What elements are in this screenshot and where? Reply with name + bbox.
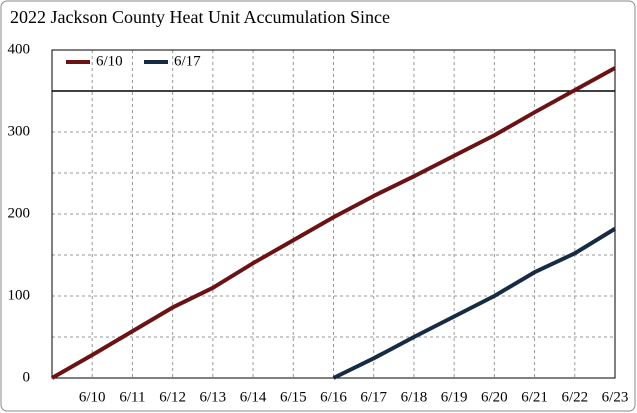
x-tick-label: 6/13 <box>200 389 227 405</box>
x-tick-label: 6/21 <box>521 389 548 405</box>
x-tick-label: 6/11 <box>119 389 145 405</box>
chart-title: 2022 Jackson County Heat Unit Accumulati… <box>10 7 390 27</box>
series-line <box>332 227 617 380</box>
x-tick-label: 6/18 <box>401 389 428 405</box>
y-tick-label: 200 <box>8 205 31 221</box>
x-tick-label: 6/19 <box>441 389 468 405</box>
x-tick-label: 6/22 <box>561 389 588 405</box>
x-tick-label: 6/14 <box>240 389 267 405</box>
x-tick-label: 6/10 <box>79 389 106 405</box>
y-tick-label: 100 <box>8 287 31 303</box>
y-tick-label: 300 <box>8 123 31 139</box>
legend-label: 6/10 <box>96 53 123 69</box>
x-tick-label: 6/12 <box>159 389 186 405</box>
y-tick-label: 400 <box>8 41 31 57</box>
y-tick-label: 0 <box>23 369 31 385</box>
legend-label: 6/17 <box>174 53 201 69</box>
x-tick-label: 6/16 <box>320 389 347 405</box>
x-tick-label: 6/23 <box>602 389 629 405</box>
series-line <box>51 66 616 380</box>
x-tick-label: 6/17 <box>360 389 387 405</box>
x-tick-label: 6/20 <box>481 389 508 405</box>
x-tick-label: 6/15 <box>280 389 307 405</box>
